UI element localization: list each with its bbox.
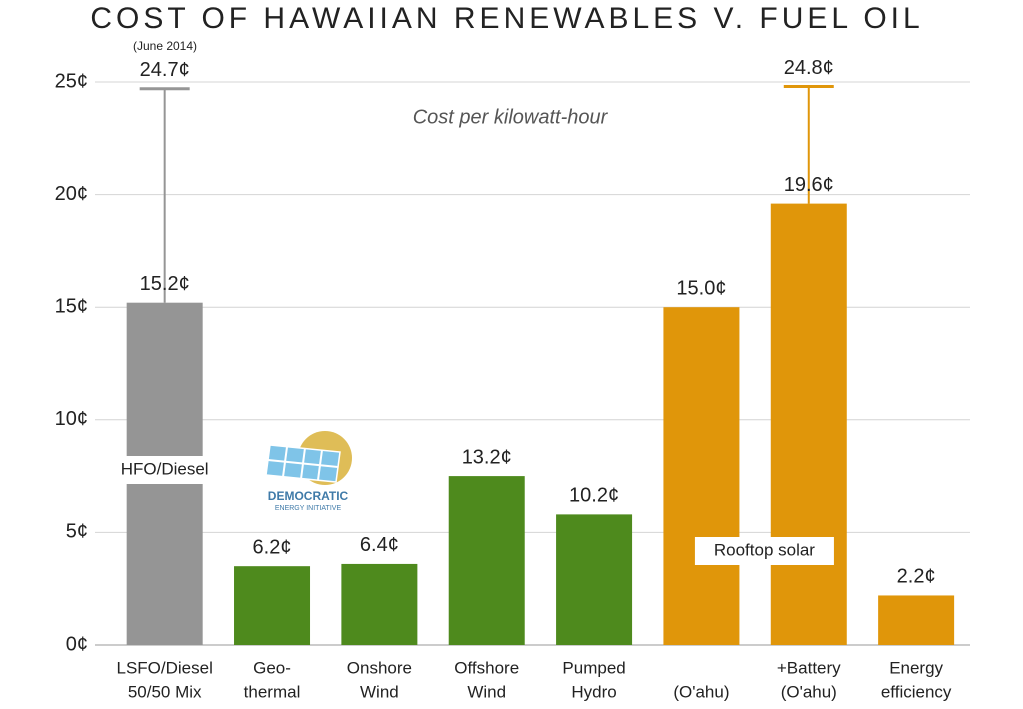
x-tick-label: Offshore: [454, 658, 519, 677]
price-label: 19.6¢: [784, 174, 834, 196]
bar: [234, 566, 311, 645]
group-label-box: [694, 537, 834, 565]
bar: [448, 476, 525, 645]
high-label: 24.7¢: [140, 59, 190, 81]
y-tick-label: 10¢: [55, 408, 88, 430]
bar: [878, 595, 955, 645]
x-tick-label: Wind: [360, 682, 399, 701]
y-tick-label: 0¢: [66, 633, 88, 655]
price-label: 2.2¢: [897, 566, 936, 588]
y-tick-label: 15¢: [55, 295, 88, 317]
logo-text: DEMOCRATIC: [268, 489, 349, 503]
bar: [770, 203, 847, 645]
x-tick-label: Energy: [889, 658, 943, 677]
x-tick-label: (O'ahu): [673, 682, 729, 701]
price-label: 6.2¢: [253, 536, 292, 558]
group-label: HFO/Diesel: [121, 459, 209, 478]
bar: [556, 514, 633, 645]
x-tick-label: Wind: [467, 682, 506, 701]
x-tick-label: efficiency: [881, 682, 952, 701]
x-tick-label: (O'ahu): [781, 682, 837, 701]
x-tick-label: LSFO/Diesel: [116, 658, 212, 677]
bar: [663, 307, 740, 645]
y-tick-label: 5¢: [66, 521, 88, 543]
axis-note: Cost per kilowatt-hour: [413, 106, 609, 128]
y-tick-label: 25¢: [55, 70, 88, 92]
high-label: 24.8¢: [784, 57, 834, 79]
group-label: Rooftop solar: [714, 540, 815, 559]
price-label: 15.2¢: [140, 273, 190, 295]
x-tick-label: +Battery: [777, 658, 841, 677]
bar: [341, 563, 418, 645]
chart-subtitle: (June 2014): [133, 39, 197, 53]
y-tick-label: 20¢: [55, 183, 88, 205]
logo-subtext: ENERGY INITIATIVE: [275, 505, 342, 512]
price-label: 6.4¢: [360, 534, 399, 556]
price-label: 13.2¢: [462, 446, 512, 468]
price-label: 10.2¢: [569, 485, 619, 507]
logo-panel-line: [267, 459, 339, 468]
x-tick-label: thermal: [244, 682, 301, 701]
price-label: 15.0¢: [676, 277, 726, 299]
logo: DEMOCRATIC ENERGY INITIATIVE: [265, 431, 352, 512]
chart-title: COST OF HAWAIIAN RENEWABLES V. FUEL OIL: [90, 2, 923, 35]
x-tick-label: Hydro: [571, 682, 616, 701]
x-tick-label: Geo-: [253, 658, 291, 677]
x-tick-label: Pumped: [562, 658, 625, 677]
group-label-box: [114, 456, 215, 484]
x-tick-label: Onshore: [347, 658, 412, 677]
x-tick-label: 50/50 Mix: [128, 682, 202, 701]
